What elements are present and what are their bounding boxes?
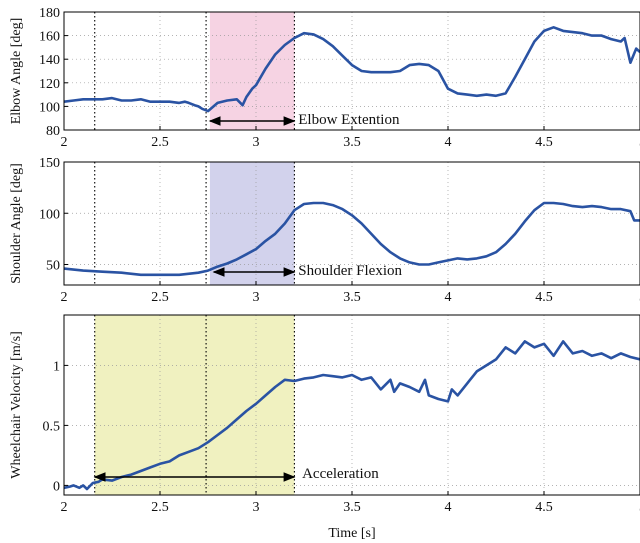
velocity-xtick-label-4: 4 bbox=[445, 500, 452, 515]
velocity-phase-region bbox=[94, 315, 295, 495]
shoulder-annotation: Shoulder Flexion bbox=[298, 263, 402, 279]
elbow-ytick-label-4: 160 bbox=[39, 30, 60, 45]
shoulder-ytick-label-1: 100 bbox=[39, 207, 60, 222]
elbow-xtick-label-2: 3 bbox=[253, 135, 260, 150]
shoulder-xtick-label-4: 4 bbox=[445, 290, 452, 305]
shoulder-xtick-label-5: 4.5 bbox=[535, 290, 553, 305]
velocity-annotation: Acceleration bbox=[302, 466, 379, 482]
shoulder-panel: 22.533.544.5550100150Shoulder Angle [deg… bbox=[9, 156, 640, 305]
velocity-xtick-label-2: 3 bbox=[253, 500, 260, 515]
shoulder-ylabel: Shoulder Angle [deg] bbox=[9, 163, 24, 284]
velocity-xtick-label-5: 4.5 bbox=[535, 500, 553, 515]
shoulder-series-line-0 bbox=[63, 201, 640, 277]
elbow-ytick-label-3: 140 bbox=[39, 53, 60, 68]
velocity-xtick-label-3: 3.5 bbox=[343, 500, 361, 515]
elbow-ytick-label-1: 100 bbox=[39, 100, 60, 115]
elbow-ytick-label-0: 80 bbox=[46, 124, 60, 139]
elbow-ytick-label-5: 180 bbox=[39, 6, 60, 21]
velocity-ytick-label-1: 0.5 bbox=[43, 419, 61, 434]
elbow-annotation: Elbow Extention bbox=[298, 112, 400, 128]
shoulder-ytick-label-0: 50 bbox=[46, 259, 60, 274]
shoulder-xtick-label-2: 3 bbox=[253, 290, 260, 305]
elbow-xtick-label-4: 4 bbox=[445, 135, 452, 150]
velocity-ytick-label-2: 1 bbox=[53, 359, 60, 374]
shoulder-xtick-label-3: 3.5 bbox=[343, 290, 361, 305]
velocity-ylabel: Wheelchair Velocity [m/s] bbox=[9, 331, 24, 478]
elbow-panel: 22.533.544.5580100120140160180Elbow Angl… bbox=[9, 6, 640, 150]
velocity-xtick-label-0: 2 bbox=[61, 500, 68, 515]
elbow-ylabel: Elbow Angle [deg] bbox=[9, 18, 24, 125]
elbow-series-line-0 bbox=[63, 26, 640, 113]
elbow-phase-region bbox=[209, 12, 295, 130]
shoulder-xtick-label-1: 2.5 bbox=[151, 290, 169, 305]
velocity-xlabel: Time [s] bbox=[328, 526, 375, 541]
velocity-ytick-label-0: 0 bbox=[53, 479, 60, 494]
elbow-ytick-label-2: 120 bbox=[39, 77, 60, 92]
elbow-xtick-label-1: 2.5 bbox=[151, 135, 169, 150]
shoulder-xtick-label-0: 2 bbox=[61, 290, 68, 305]
elbow-xtick-label-5: 4.5 bbox=[535, 135, 553, 150]
velocity-xtick-label-1: 2.5 bbox=[151, 500, 169, 515]
shoulder-ytick-label-2: 150 bbox=[39, 156, 60, 171]
elbow-xtick-label-3: 3.5 bbox=[343, 135, 361, 150]
elbow-xtick-label-0: 2 bbox=[61, 135, 68, 150]
shoulder-phase-region bbox=[209, 162, 295, 285]
